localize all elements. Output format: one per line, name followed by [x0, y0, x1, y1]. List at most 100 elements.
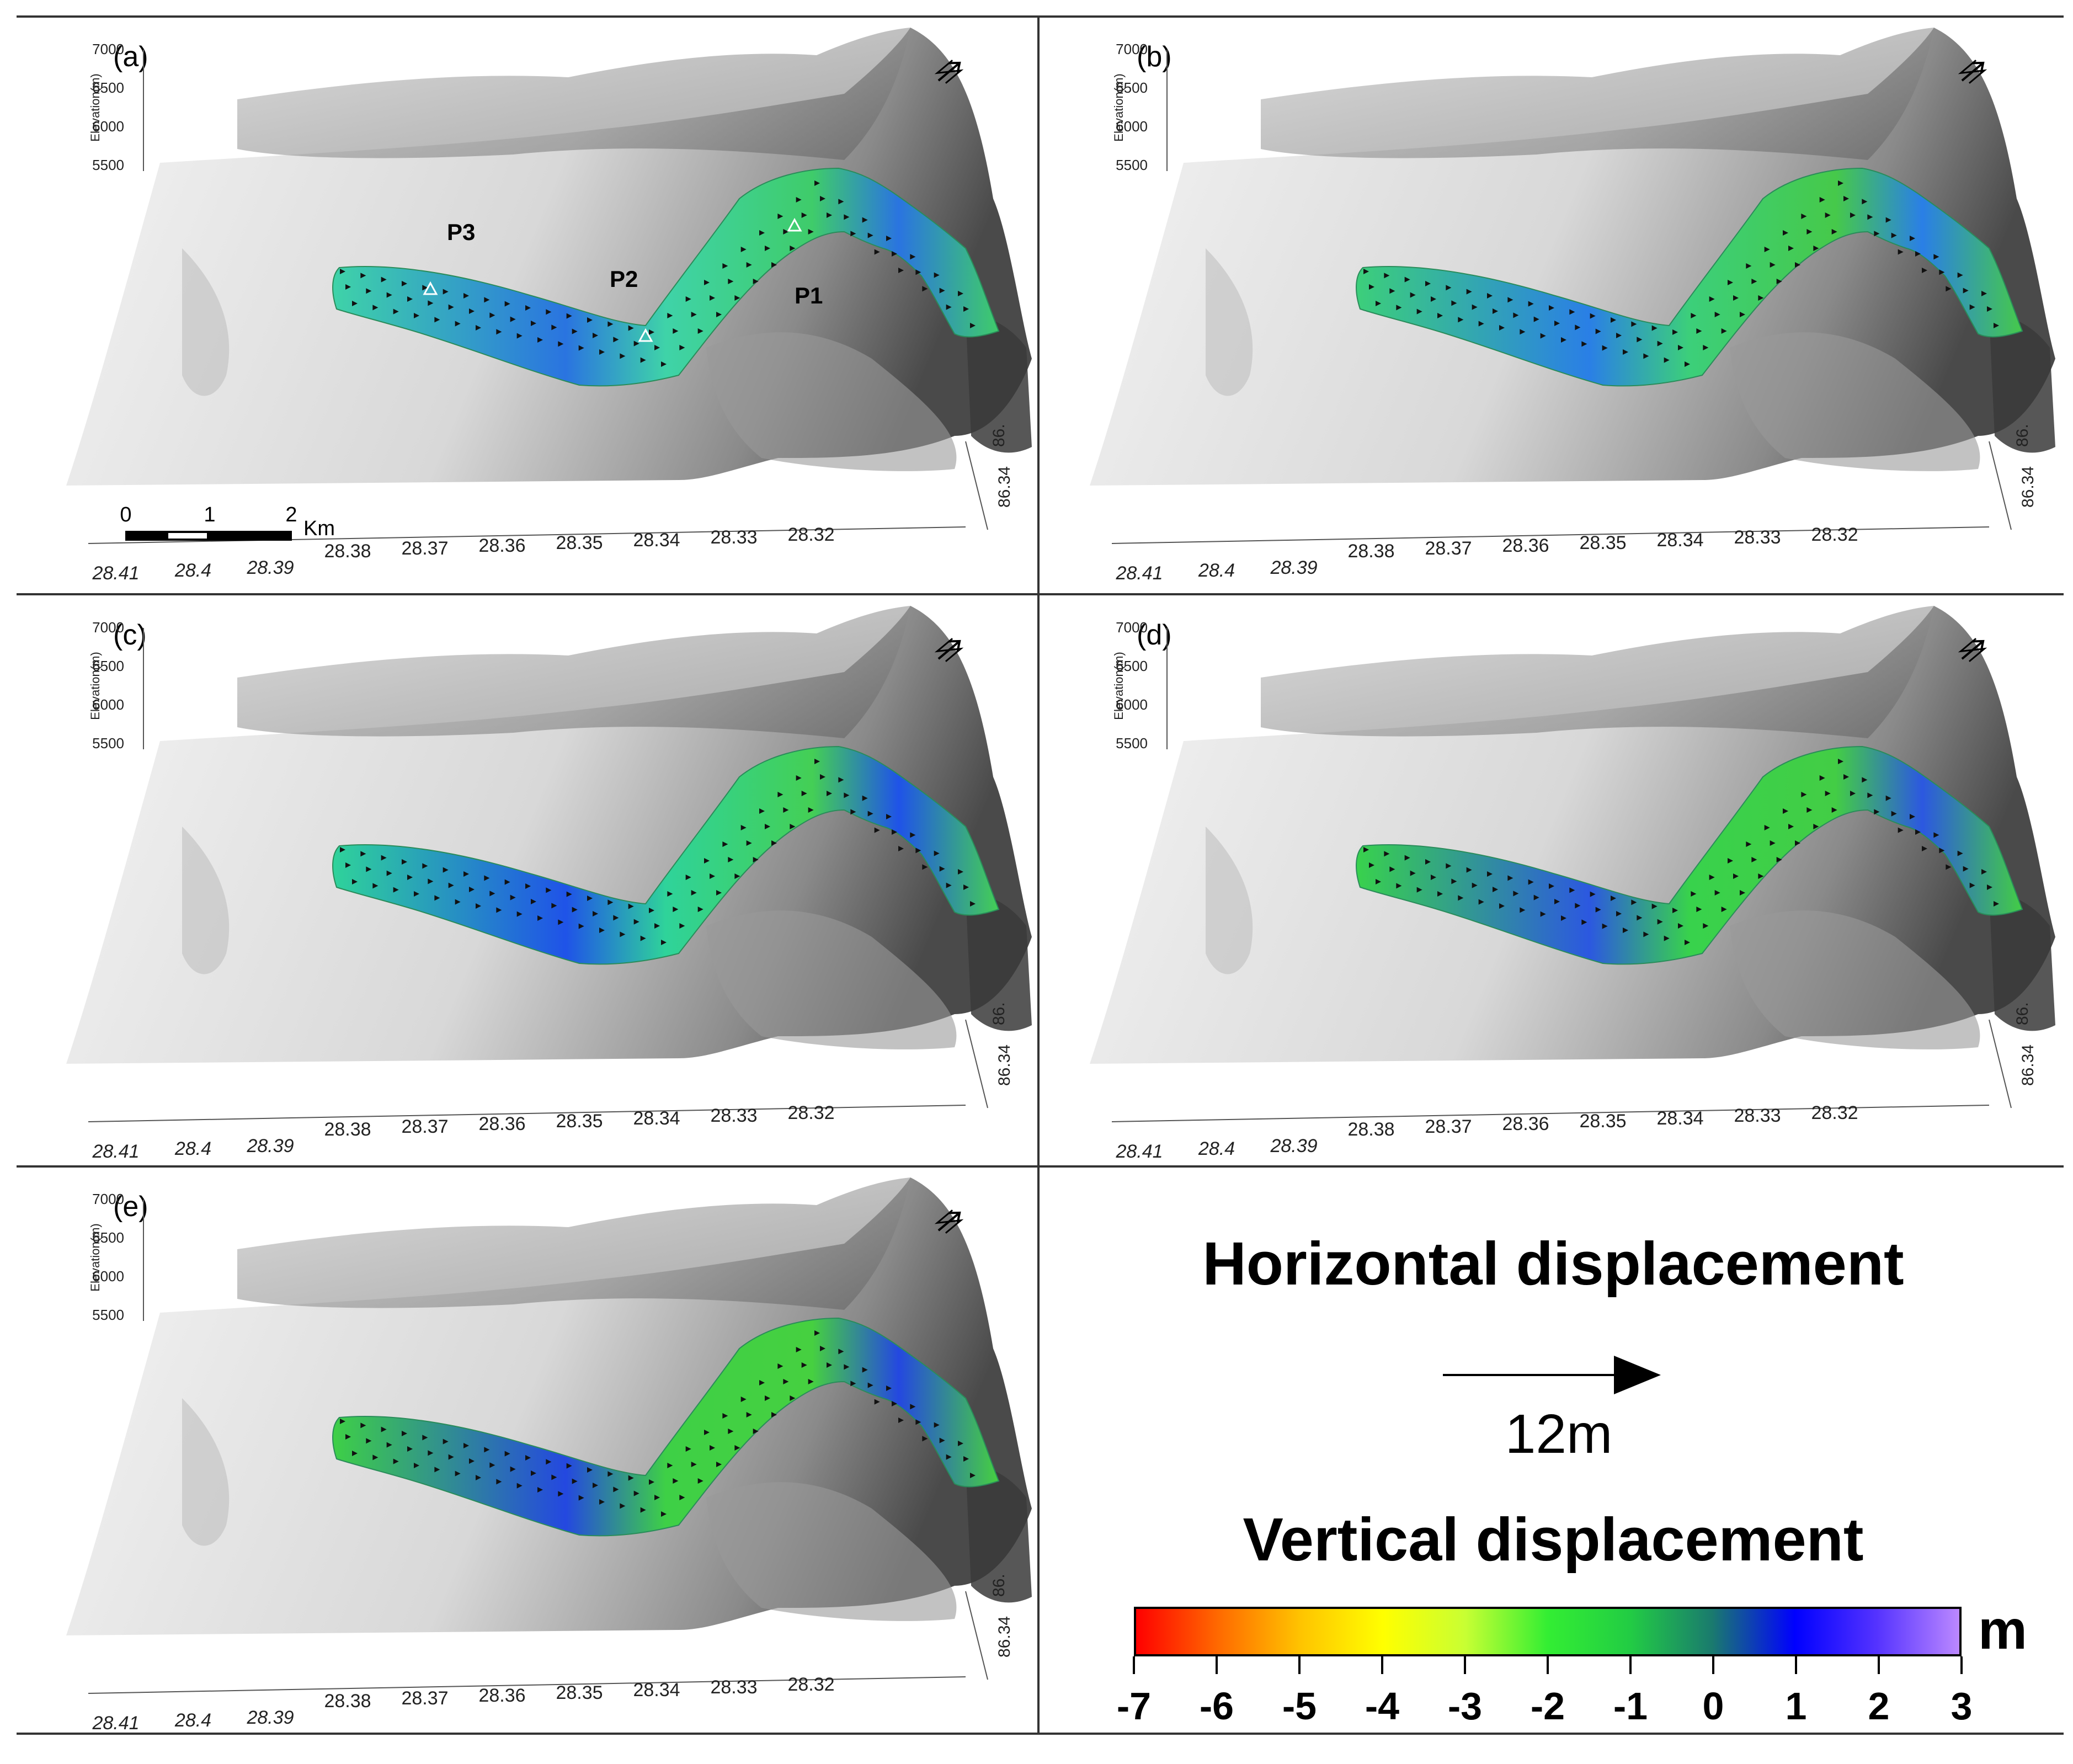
displacement-arrow-icon: [1466, 289, 1472, 295]
displacement-arrow-icon: [443, 289, 449, 295]
elevation-tick-label: 6500: [1116, 658, 1148, 674]
displacement-arrow-icon: [862, 795, 868, 801]
longitude-tick-label: 86.: [990, 424, 1008, 447]
displacement-arrow-icon: [1813, 246, 1819, 251]
reference-arrow-value: 12m: [1505, 1403, 1613, 1465]
displacement-arrow-icon: [566, 891, 572, 897]
displacement-arrow-icon: [734, 295, 740, 301]
lake-shading: [1206, 827, 1253, 974]
vertical-displacement-title: Vertical displacement: [1243, 1506, 1864, 1574]
displacement-arrow-icon: [970, 323, 976, 328]
elevation-tick-label: 5500: [92, 735, 124, 752]
displacement-arrow-icon: [414, 1463, 419, 1468]
latitude-tick-label: 28.32: [1811, 524, 1858, 545]
displacement-arrow-icon: [422, 1435, 428, 1441]
displacement-arrow-icon: [844, 792, 850, 798]
displacement-arrow-icon: [620, 353, 626, 359]
displacement-arrow-icon: [1783, 230, 1788, 236]
displacement-arrow-icon: [1363, 847, 1369, 852]
displacement-arrow-icon: [1891, 232, 1897, 238]
longitude-tick-label: 86.34: [995, 1044, 1014, 1086]
displacement-arrow-icon: [1478, 899, 1484, 905]
displacement-arrow-icon: [484, 875, 490, 881]
displacement-arrow-icon: [892, 829, 897, 835]
displacement-arrow-icon: [578, 345, 584, 351]
displacement-arrow-icon: [1478, 321, 1484, 327]
displacement-arrow-icon: [1528, 879, 1534, 885]
displacement-arrow-icon: [1528, 301, 1534, 307]
displacement-arrow-icon: [1540, 333, 1546, 339]
displacement-arrow-icon: [661, 940, 667, 945]
displacement-arrow-icon: [402, 281, 407, 286]
latitude-tick-label: 28.41: [1115, 1141, 1163, 1162]
displacement-arrow-icon: [1843, 774, 1849, 780]
displacement-arrow-icon: [898, 268, 904, 273]
displacement-arrow-icon: [1595, 328, 1601, 334]
displacement-arrow-icon: [381, 276, 387, 283]
scale-bar-tick-label: 1: [204, 503, 215, 526]
displacement-arrow-icon: [566, 313, 572, 319]
displacement-arrow-icon: [1561, 915, 1566, 921]
latitude-tick-label: 28.36: [1502, 1113, 1549, 1134]
latitude-tick-label: 28.41: [92, 1713, 139, 1734]
latitude-tick-label: 28.37: [401, 1116, 448, 1137]
north-arrow-icon: [1958, 60, 1987, 84]
ridge-shading: [1261, 28, 1934, 160]
elevation-tick-label: 5500: [92, 1307, 124, 1323]
longitude-tick-label: 86.34: [995, 466, 1014, 508]
displacement-arrow-icon: [1885, 795, 1891, 801]
displacement-arrow-icon: [1922, 268, 1927, 273]
colorbar-tick-label: 2: [1868, 1685, 1890, 1728]
divider-top: [17, 15, 2064, 18]
displacement-arrow-icon: [1369, 862, 1374, 868]
displacement-arrow-icon: [922, 286, 928, 292]
displacement-arrow-icon: [1472, 304, 1478, 310]
latitude-tick-label: 28.4: [174, 1710, 211, 1731]
colorbar-tick: [1629, 1656, 1632, 1674]
latitude-tick-label: 28.34: [1656, 530, 1703, 551]
longitude-tick-label: 86.: [2013, 1002, 2032, 1025]
displacement-arrow-icon: [434, 1467, 440, 1473]
ridge-shading: [237, 28, 910, 160]
displacement-arrow-icon: [1554, 899, 1560, 904]
displacement-arrow-icon: [1384, 851, 1390, 857]
displacement-arrow-icon: [340, 269, 345, 274]
displacement-arrow-icon: [910, 1404, 916, 1410]
displacement-arrow-icon: [1664, 357, 1670, 363]
displacement-arrow-icon: [1862, 777, 1868, 783]
north-arrow-icon: [934, 60, 964, 84]
panel-label: (a): [113, 41, 148, 73]
displacement-arrow-icon: [558, 919, 564, 925]
displacement-arrow-icon: [1939, 269, 1945, 275]
displacement-arrow-icon: [939, 287, 945, 294]
longitude-axis: [965, 1019, 988, 1109]
latitude-tick-label: 28.38: [324, 1691, 371, 1712]
displacement-arrow-icon: [393, 887, 399, 893]
elevation-tick-label: 6000: [1116, 696, 1148, 713]
latitude-tick-label: 28.33: [710, 1677, 757, 1698]
displacement-arrow-icon: [1458, 895, 1464, 901]
displacement-arrow-icon: [820, 774, 825, 780]
displacement-arrow-icon: [946, 882, 952, 888]
displacement-arrow-icon: [1819, 197, 1825, 202]
displacement-arrow-icon: [607, 1471, 614, 1477]
displacement-arrow-icon: [862, 217, 868, 223]
displacement-arrow-icon: [1922, 846, 1927, 851]
displacement-arrow-icon: [1458, 317, 1464, 323]
valley-shading: [706, 910, 957, 1049]
colorbar-tick-label: -6: [1199, 1685, 1234, 1728]
north-arrow-icon: [934, 638, 964, 662]
horizontal-displacement-title: Horizontal displacement: [1202, 1230, 1904, 1298]
colorbar-tick: [1216, 1656, 1218, 1674]
displacement-arrow-icon: [1533, 316, 1539, 322]
colorbar-tick: [1133, 1656, 1135, 1674]
panel-map: (e)7000 6500 6000 5500 Elevation(m) 28.41 28.4…: [66, 1177, 1032, 1734]
displacement-arrow-icon: [801, 791, 807, 796]
divider-row2: [17, 1165, 2064, 1168]
scale-bar-tick-label: 2: [285, 503, 297, 526]
displacement-arrow-icon: [771, 1412, 777, 1417]
displacement-arrow-icon: [1788, 824, 1794, 829]
displacement-arrow-icon: [1939, 848, 1945, 854]
displacement-arrow-icon: [1746, 841, 1752, 847]
